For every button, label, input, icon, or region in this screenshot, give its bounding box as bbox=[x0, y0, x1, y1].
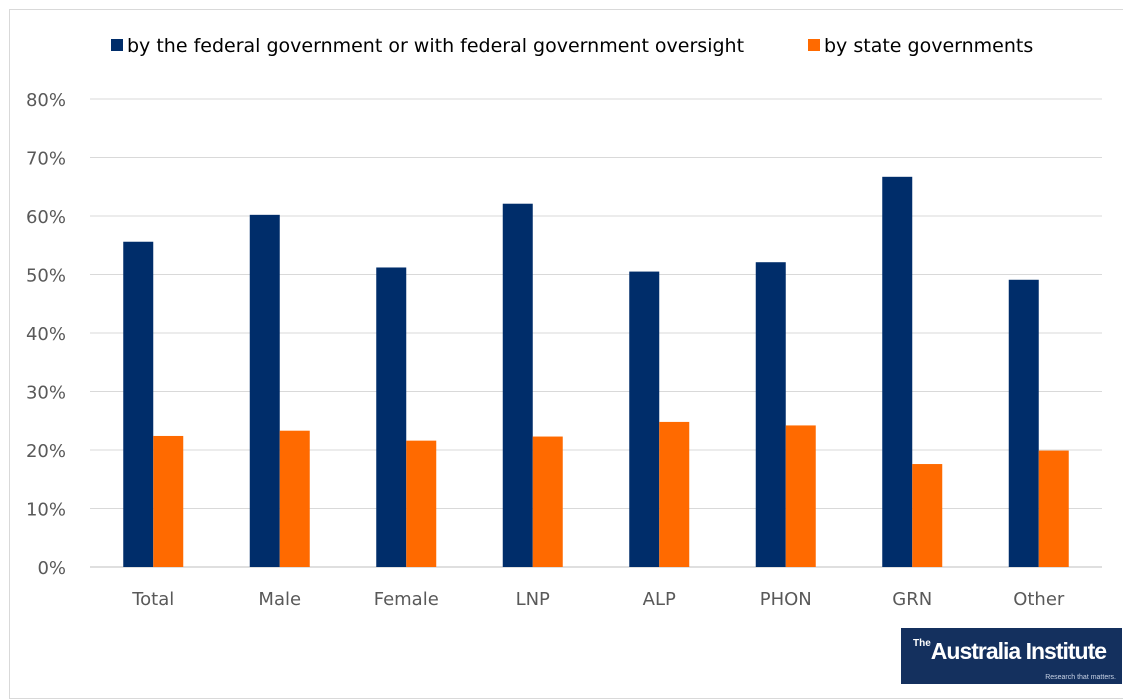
bar-federal bbox=[629, 271, 660, 567]
logo-the: The bbox=[913, 638, 931, 649]
bar-state bbox=[912, 464, 943, 567]
x-tick-label: Other bbox=[1013, 589, 1065, 610]
australia-institute-logo: TheAustralia Institute Research that mat… bbox=[901, 628, 1122, 684]
bar-federal bbox=[249, 214, 280, 567]
x-tick-label: Female bbox=[374, 589, 439, 610]
x-axis-tick-labels: Total Male Female LNP ALP PHON GRN Other bbox=[131, 589, 1065, 610]
y-tick-label: 50% bbox=[26, 266, 66, 287]
bar-state bbox=[279, 430, 310, 567]
y-tick-label: 40% bbox=[26, 324, 66, 345]
y-tick-label: 0% bbox=[37, 558, 66, 579]
gridlines bbox=[90, 98, 1102, 568]
bar-state bbox=[406, 440, 437, 567]
y-axis-tick-labels: 0% 10% 20% 30% 40% 50% 60% 70% 80% bbox=[26, 90, 66, 579]
y-tick-label: 70% bbox=[26, 149, 66, 170]
bar-federal bbox=[502, 203, 533, 567]
bar-federal bbox=[123, 241, 154, 568]
chart-frame bbox=[9, 9, 1123, 699]
bar-chart: 0% 10% 20% 30% 40% 50% 60% 70% 80% Total Male Fema… bbox=[26, 35, 1102, 610]
bar-state bbox=[153, 435, 184, 567]
legend-swatch bbox=[111, 39, 123, 51]
x-tick-label: LNP bbox=[516, 589, 550, 610]
y-tick-label: 20% bbox=[26, 441, 66, 462]
bar-federal bbox=[755, 262, 786, 567]
y-tick-label: 60% bbox=[26, 207, 66, 228]
x-tick-label: Total bbox=[131, 589, 174, 610]
bar-state bbox=[532, 436, 563, 567]
bar-state bbox=[785, 425, 816, 567]
x-tick-label: Male bbox=[258, 589, 301, 610]
bar-federal bbox=[376, 267, 407, 567]
logo-name: Australia Institute bbox=[930, 638, 1107, 664]
bar-federal bbox=[1008, 279, 1039, 567]
legend-label: by state governments bbox=[824, 35, 1033, 57]
legend: by the federal government or with federa… bbox=[111, 35, 1033, 57]
y-tick-label: 80% bbox=[26, 90, 66, 111]
legend-label: by the federal government or with federa… bbox=[127, 35, 744, 57]
y-tick-label: 30% bbox=[26, 383, 66, 404]
y-tick-label: 10% bbox=[26, 500, 66, 521]
bar-state bbox=[1038, 450, 1069, 567]
bar-state bbox=[659, 421, 690, 567]
bars bbox=[123, 176, 1069, 568]
legend-swatch bbox=[808, 39, 820, 51]
logo-wordmark: TheAustralia Institute bbox=[913, 638, 1107, 665]
x-tick-label: GRN bbox=[892, 589, 932, 610]
logo-tagline: Research that matters. bbox=[1045, 674, 1116, 681]
x-tick-label: ALP bbox=[643, 589, 676, 610]
bar-federal bbox=[882, 176, 913, 567]
x-tick-label: PHON bbox=[760, 589, 812, 610]
